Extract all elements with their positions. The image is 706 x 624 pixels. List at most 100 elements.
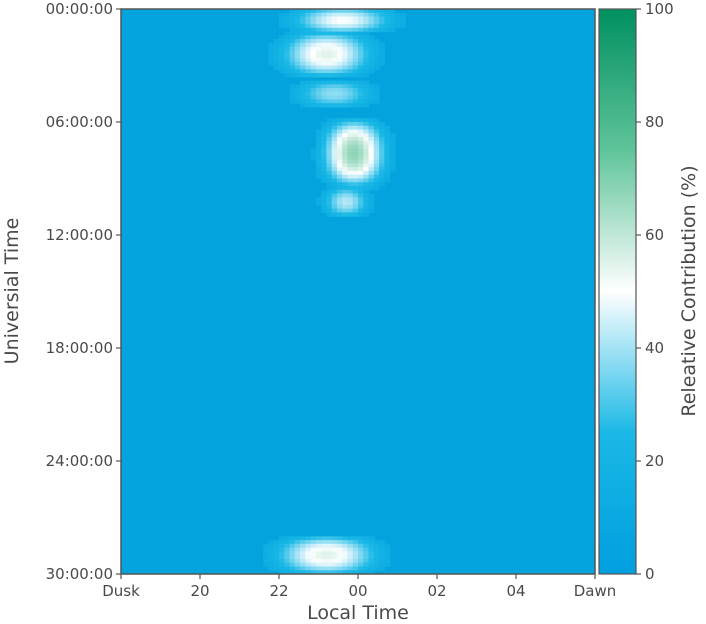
heatmap-cell (315, 555, 322, 560)
heatmap-cell (321, 152, 327, 157)
heatmap-cell (273, 558, 280, 564)
heatmap-cell (336, 201, 343, 206)
heatmap-cell (300, 16, 306, 21)
heatmap-cell (379, 122, 385, 127)
heatmap-cell (352, 54, 359, 59)
heatmap-cell (336, 46, 343, 52)
heatmap-cell (268, 42, 275, 48)
heatmap-cell (331, 543, 338, 549)
y-tick-label: 00:00:00 (46, 0, 113, 18)
heatmap-cell (284, 31, 291, 36)
heatmap-cell (363, 137, 370, 142)
heatmap-cell (379, 144, 385, 149)
heatmap-cell (352, 16, 359, 21)
heatmap-cell (336, 57, 343, 63)
heatmap-cell (268, 54, 275, 59)
heatmap-cell (284, 42, 291, 48)
heatmap-cell (373, 547, 380, 552)
heatmap-cell (352, 27, 359, 33)
heatmap-cell (342, 170, 349, 176)
heatmap-cell (284, 57, 291, 63)
heatmap-cell (336, 118, 343, 123)
heatmap-cell (363, 163, 370, 168)
heatmap-cell (321, 566, 327, 571)
heatmap-cell (273, 61, 280, 67)
heatmap-cell (321, 61, 327, 67)
heatmap-cell (363, 551, 370, 556)
heatmap-cell (321, 122, 327, 127)
heatmap-cell (315, 163, 322, 168)
heatmap-cell (284, 12, 291, 18)
heatmap-cell (379, 167, 385, 172)
heatmap-cell (373, 140, 380, 146)
heatmap-cell (389, 9, 396, 14)
heatmap-cell (331, 103, 338, 108)
heatmap-cell (321, 178, 327, 183)
heatmap-cell (352, 46, 359, 52)
heatmap-cell (336, 167, 343, 172)
heatmap-cell (326, 562, 333, 568)
heatmap-cell (336, 65, 343, 70)
heatmap-cell (358, 148, 364, 153)
heatmap-cell (363, 24, 370, 29)
heatmap-cell (379, 129, 385, 134)
heatmap-cell (342, 103, 349, 108)
heatmap-cell (273, 551, 280, 556)
heatmap-cell (347, 212, 354, 217)
heatmap-cell (294, 555, 301, 560)
heatmap-cell (342, 27, 349, 33)
heatmap-cell (273, 562, 280, 568)
heatmap-cell (352, 558, 359, 564)
colorbar-tick-label: 100 (645, 0, 674, 18)
heatmap-cell (321, 129, 327, 134)
heatmap-cell (336, 174, 343, 180)
heatmap-cell (368, 35, 375, 40)
heatmap-cell (347, 80, 354, 85)
heatmap-cell (368, 9, 375, 14)
heatmap-cell (315, 57, 322, 63)
heatmap-cell (373, 24, 380, 29)
heatmap-cell (331, 551, 338, 556)
heatmap-cell (310, 103, 317, 108)
heatmap-cell (326, 540, 333, 545)
heatmap-cell (326, 95, 333, 100)
heatmap-cell (358, 69, 364, 74)
heatmap-cell (289, 12, 296, 18)
heatmap-cell (326, 20, 333, 25)
heatmap-cell (342, 39, 349, 44)
heatmap-cell (321, 204, 327, 210)
heatmap-cell (379, 170, 385, 176)
heatmap-cell (336, 208, 343, 213)
heatmap-cell (336, 540, 343, 545)
heatmap-cell (363, 12, 370, 18)
heatmap-cell (352, 182, 359, 187)
heatmap-cell (389, 20, 396, 25)
heatmap-cell (358, 201, 364, 206)
heatmap-cell (358, 50, 364, 55)
heatmap-cell (263, 555, 270, 560)
heatmap-cell (368, 178, 375, 183)
heatmap-cell (321, 144, 327, 149)
heatmap-cell (294, 46, 301, 52)
heatmap-cell (331, 24, 338, 29)
heatmap-cell (321, 558, 327, 564)
heatmap-cell (268, 543, 275, 549)
heatmap-cell (379, 16, 385, 21)
heatmap-cell (315, 31, 322, 36)
heatmap-cell (358, 197, 364, 202)
heatmap-cell (363, 208, 370, 213)
heatmap-cell (305, 88, 312, 93)
heatmap-cell (331, 31, 338, 36)
heatmap-cell (331, 547, 338, 552)
heatmap-cell (379, 547, 385, 552)
heatmap-cell (384, 547, 391, 552)
heatmap-cell (352, 201, 359, 206)
heatmap-cell (326, 103, 333, 108)
heatmap-cell (279, 543, 285, 549)
heatmap-cell (310, 69, 317, 74)
heatmap-cell (358, 204, 364, 210)
heatmap-cell (352, 50, 359, 55)
heatmap-cell (310, 155, 317, 161)
heatmap-cell (289, 536, 296, 541)
heatmap-cell (331, 27, 338, 33)
